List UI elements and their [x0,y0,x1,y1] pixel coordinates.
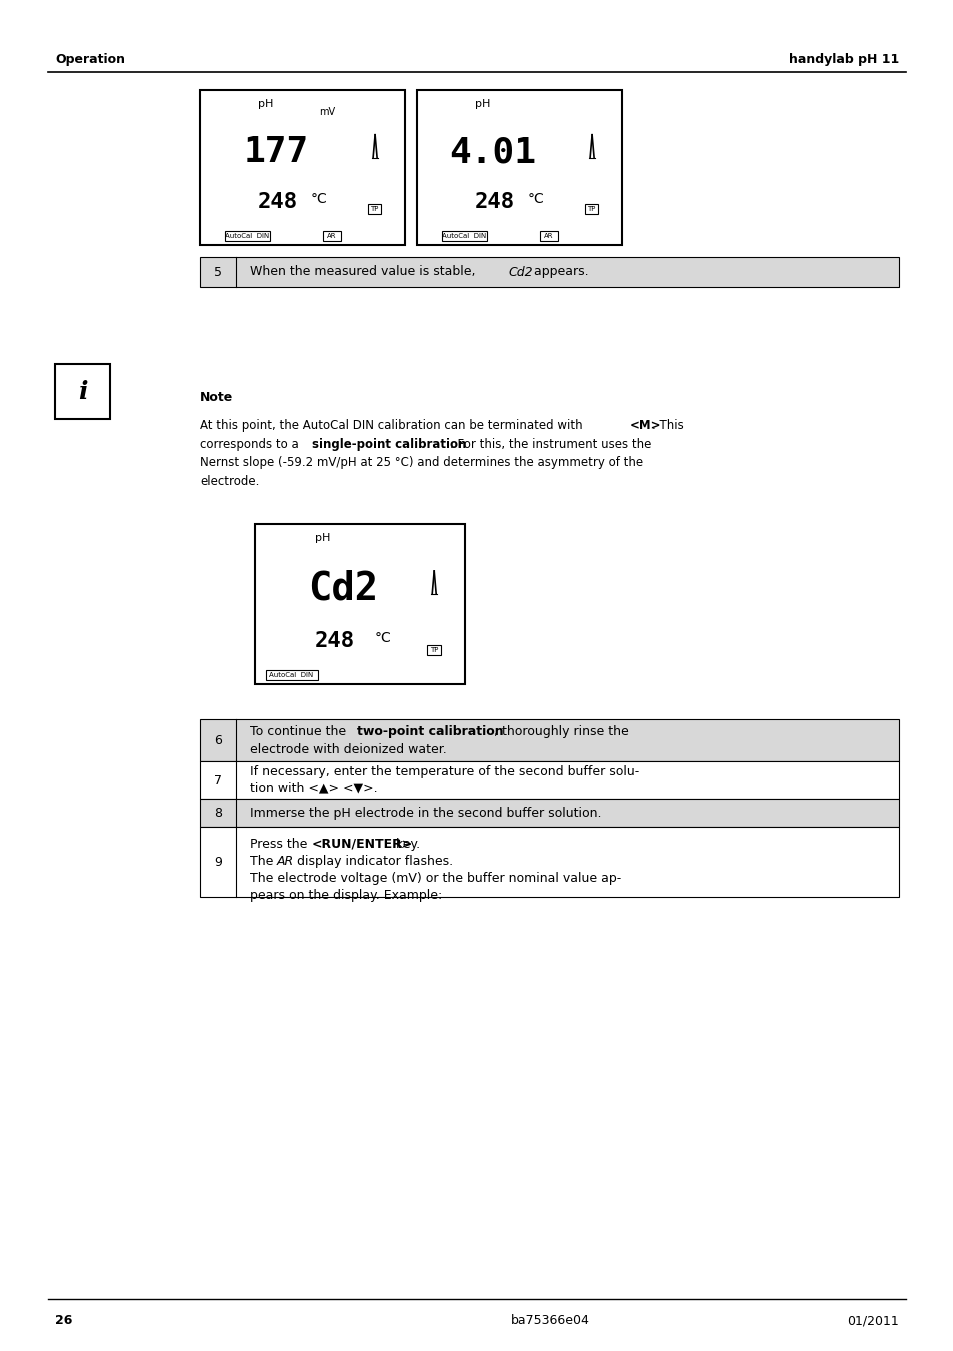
Text: handylab pH 11: handylab pH 11 [788,54,898,66]
Text: AR: AR [543,232,553,239]
Text: , thoroughly rinse the: , thoroughly rinse the [494,725,628,738]
Text: pH: pH [475,99,490,109]
Text: 177: 177 [243,135,308,169]
Text: TP: TP [370,205,378,212]
Text: 248: 248 [475,192,515,212]
Text: AutoCal  DIN: AutoCal DIN [269,671,314,678]
Text: pH: pH [257,99,273,109]
Bar [265,670,317,680]
Text: 5: 5 [213,266,222,278]
Text: °C: °C [375,631,391,644]
Text: pears on the display. Example:: pears on the display. Example: [250,889,442,901]
Text: To continue the: To continue the [250,725,350,738]
Text: AR: AR [276,854,294,867]
Text: . For this, the instrument uses the: . For this, the instrument uses the [450,438,651,450]
Text: Cd2: Cd2 [308,569,378,607]
Text: When the measured value is stable,: When the measured value is stable, [250,266,479,278]
Text: TP: TP [430,647,438,653]
Text: If necessary, enter the temperature of the second buffer solu-: If necessary, enter the temperature of t… [250,765,639,778]
Text: appears.: appears. [530,266,588,278]
Bar [200,761,898,798]
Bar [55,363,110,419]
Text: corresponds to a: corresponds to a [200,438,302,450]
Bar [584,204,598,213]
Text: <RUN/ENTER>: <RUN/ENTER> [312,838,413,851]
Bar [200,257,898,286]
Text: display indicator flashes.: display indicator flashes. [293,854,453,867]
Bar [200,719,898,761]
Text: Press the: Press the [250,838,311,851]
Text: 8: 8 [213,807,222,820]
Bar [368,204,380,213]
Bar [254,524,464,684]
Text: 26: 26 [55,1315,72,1328]
Bar [200,827,898,897]
Text: pH: pH [314,534,330,543]
Text: 01/2011: 01/2011 [846,1315,898,1328]
Bar [200,91,405,245]
Text: TP: TP [587,205,596,212]
Bar [323,231,340,240]
Text: mV: mV [318,107,335,118]
Text: key.: key. [392,838,419,851]
Text: °C: °C [527,192,544,205]
Text: AutoCal  DIN: AutoCal DIN [225,232,269,239]
Text: The: The [250,854,277,867]
Text: Operation: Operation [55,54,125,66]
Text: 9: 9 [213,855,222,869]
Text: i: i [77,380,87,404]
Bar [200,798,898,827]
Bar [427,646,440,655]
Text: Immerse the pH electrode in the second buffer solution.: Immerse the pH electrode in the second b… [250,807,601,820]
Text: . This: . This [651,419,683,432]
Text: At this point, the AutoCal DIN calibration can be terminated with: At this point, the AutoCal DIN calibrati… [200,419,586,432]
Text: °C: °C [311,192,327,205]
Bar [539,231,558,240]
Text: tion with <▲> <▼>.: tion with <▲> <▼>. [250,782,377,794]
Bar [224,231,270,240]
Text: 7: 7 [213,774,222,786]
Text: <M>: <M> [629,419,660,432]
Text: 248: 248 [314,631,355,651]
Text: 6: 6 [213,734,222,747]
Text: 4.01: 4.01 [449,135,536,169]
Bar [441,231,486,240]
Text: single-point calibration: single-point calibration [312,438,466,450]
Text: The electrode voltage (mV) or the buffer nominal value ap-: The electrode voltage (mV) or the buffer… [250,871,620,885]
Text: Cd2: Cd2 [507,266,532,278]
Text: electrode.: electrode. [200,474,259,488]
Text: AR: AR [327,232,336,239]
Text: Nernst slope (-59.2 mV/pH at 25 °C) and determines the asymmetry of the: Nernst slope (-59.2 mV/pH at 25 °C) and … [200,457,642,469]
Text: Note: Note [200,390,233,404]
Text: ba75366e04: ba75366e04 [510,1315,589,1328]
Text: AutoCal  DIN: AutoCal DIN [441,232,486,239]
Text: electrode with deionized water.: electrode with deionized water. [250,743,446,755]
Bar [416,91,621,245]
Text: two-point calibration: two-point calibration [356,725,503,738]
Text: 248: 248 [257,192,297,212]
